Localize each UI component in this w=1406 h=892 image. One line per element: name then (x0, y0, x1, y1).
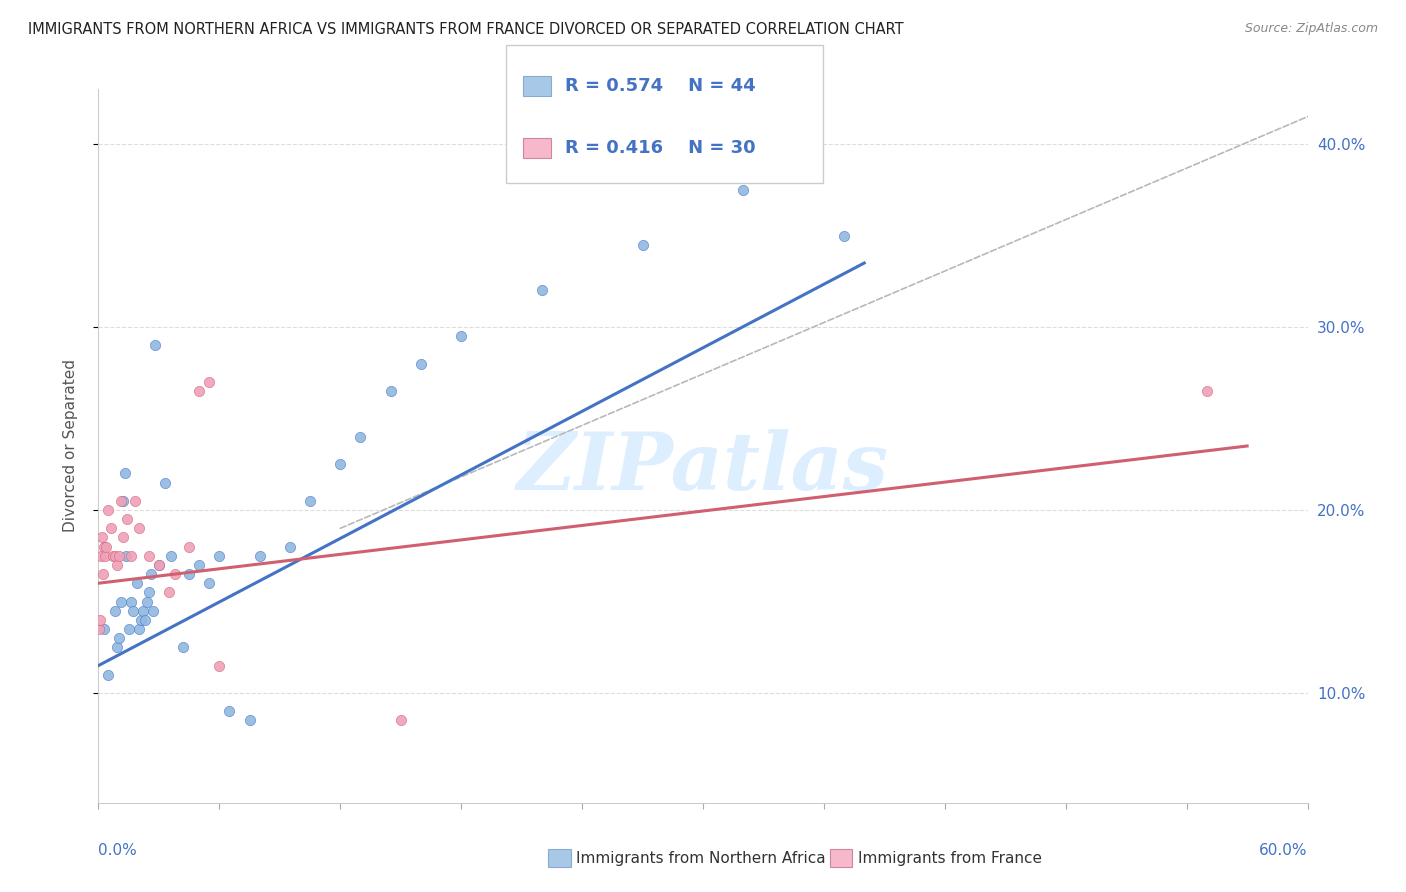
Point (97, 503, 120, 517)
Point (142, 604, 165, 618)
Point (121, 604, 143, 618)
Point (157, 585, 180, 599)
Point (329, 458, 352, 472)
Point (160, 549, 183, 563)
Point (299, 494, 322, 508)
Point (118, 622, 141, 636)
Point (128, 622, 150, 636)
Point (89, 622, 111, 636)
Point (90, 549, 112, 563)
Point (239, 714, 262, 728)
Point (208, 549, 231, 563)
Point (135, 594, 157, 608)
Point (389, 714, 412, 728)
Point (94, 549, 117, 563)
Point (132, 604, 155, 618)
Point (111, 531, 134, 545)
Point (93, 540, 115, 554)
Text: ZIPatlas: ZIPatlas (517, 429, 889, 506)
Point (91, 531, 114, 545)
Point (249, 549, 271, 563)
Point (163, 567, 186, 582)
Point (115, 512, 138, 526)
Point (138, 549, 160, 563)
Point (148, 558, 170, 572)
Text: Immigrants from Northern Africa: Immigrants from Northern Africa (576, 851, 827, 865)
Point (179, 540, 201, 554)
Point (96, 540, 118, 554)
Point (198, 576, 221, 591)
Point (349, 430, 371, 444)
Point (380, 384, 402, 398)
Point (832, 228, 855, 243)
Point (103, 604, 125, 618)
Point (198, 375, 221, 389)
Point (120, 594, 142, 608)
Point (111, 494, 134, 508)
Text: Source: ZipAtlas.com: Source: ZipAtlas.com (1244, 22, 1378, 36)
Point (110, 494, 132, 508)
Point (114, 467, 136, 481)
Point (450, 329, 472, 343)
Point (188, 384, 211, 398)
Point (120, 549, 142, 563)
Text: 0.0%: 0.0% (98, 843, 138, 858)
Point (208, 658, 231, 673)
Text: 60.0%: 60.0% (1260, 843, 1308, 858)
Text: IMMIGRANTS FROM NORTHERN AFRICA VS IMMIGRANTS FROM FRANCE DIVORCED OR SEPARATED : IMMIGRANTS FROM NORTHERN AFRICA VS IMMIG… (28, 22, 904, 37)
Text: R = 0.416    N = 30: R = 0.416 N = 30 (565, 139, 756, 157)
Point (218, 704, 240, 718)
Text: Immigrants from France: Immigrants from France (858, 851, 1042, 865)
Point (97, 667, 120, 681)
Point (110, 594, 132, 608)
Point (105, 640, 128, 655)
Point (93, 622, 115, 636)
Point (100, 521, 122, 535)
Text: R = 0.574    N = 44: R = 0.574 N = 44 (565, 77, 756, 95)
Point (1195, 384, 1218, 398)
Point (148, 558, 170, 572)
Point (134, 613, 156, 627)
Point (278, 540, 301, 554)
Point (138, 585, 160, 599)
Point (103, 549, 125, 563)
Point (107, 631, 129, 645)
Y-axis label: Divorced or Separated: Divorced or Separated (63, 359, 77, 533)
Point (172, 640, 194, 655)
Point (89, 613, 111, 627)
Point (139, 567, 162, 582)
Point (101, 549, 124, 563)
Point (530, 284, 553, 298)
Point (409, 357, 432, 371)
Point (124, 494, 146, 508)
Point (143, 338, 166, 352)
Point (125, 576, 148, 591)
Point (129, 613, 152, 627)
Point (188, 558, 211, 572)
Point (105, 558, 128, 572)
Point (93, 567, 115, 582)
Point (631, 237, 654, 252)
Point (733, 183, 755, 197)
Point (153, 475, 176, 490)
Point (107, 549, 129, 563)
Point (114, 549, 136, 563)
Point (179, 567, 201, 582)
Point (128, 521, 150, 535)
